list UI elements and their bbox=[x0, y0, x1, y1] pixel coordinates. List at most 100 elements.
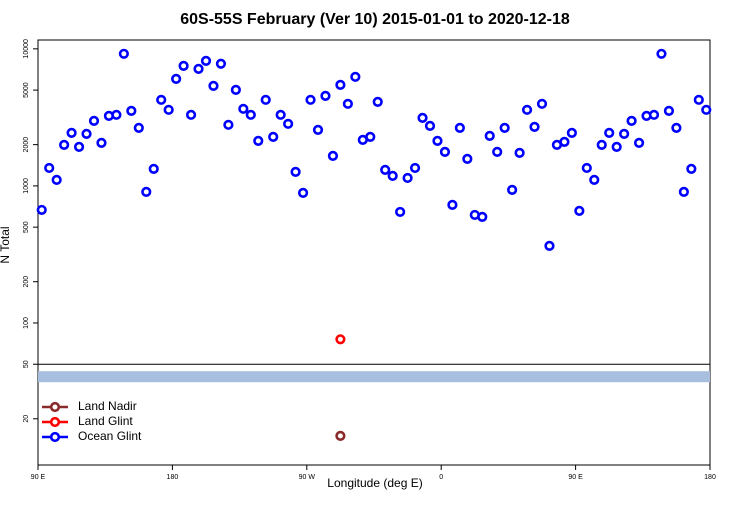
legend-label: Land Glint bbox=[78, 414, 133, 428]
data-point bbox=[701, 104, 712, 115]
x-tick-label: 180 bbox=[167, 474, 179, 481]
data-point bbox=[230, 84, 241, 95]
data-point bbox=[633, 137, 645, 148]
data-point bbox=[492, 146, 503, 157]
land-band bbox=[38, 371, 710, 383]
data-point bbox=[327, 150, 339, 161]
x-tick-label: 180 bbox=[704, 474, 716, 481]
data-point bbox=[275, 109, 286, 120]
data-point bbox=[44, 162, 55, 174]
data-point bbox=[283, 118, 294, 129]
x-tick-label: 90 E bbox=[31, 474, 46, 481]
y-tick-label: 50 bbox=[23, 360, 30, 368]
data-point bbox=[581, 162, 592, 174]
data-point bbox=[223, 119, 234, 130]
y-tick-label: 200 bbox=[23, 276, 30, 288]
data-point bbox=[81, 128, 92, 139]
y-tick-label: 5000 bbox=[23, 82, 30, 98]
data-point bbox=[559, 136, 570, 147]
data-point bbox=[604, 127, 615, 138]
y-tick-label: 2000 bbox=[23, 137, 30, 153]
data-point bbox=[253, 135, 264, 146]
data-point bbox=[439, 146, 451, 157]
data-point bbox=[462, 153, 473, 164]
data-point bbox=[678, 186, 689, 198]
legend-marker bbox=[49, 431, 61, 443]
data-point bbox=[133, 122, 144, 133]
data-point bbox=[163, 104, 174, 115]
data-point bbox=[36, 204, 47, 216]
data-point bbox=[88, 115, 100, 127]
data-point bbox=[342, 98, 353, 109]
data-point bbox=[372, 96, 383, 108]
y-axis-label: N Total bbox=[0, 226, 12, 263]
x-tick-label: 90 W bbox=[299, 474, 316, 481]
data-point bbox=[589, 174, 600, 186]
data-point bbox=[566, 127, 577, 138]
data-point bbox=[260, 94, 271, 105]
data-point bbox=[432, 135, 443, 146]
y-tick-label: 1000 bbox=[23, 178, 30, 194]
data-point bbox=[417, 112, 428, 123]
y-tick-label: 100 bbox=[23, 317, 30, 329]
data-point bbox=[312, 124, 324, 135]
data-point bbox=[536, 98, 548, 109]
y-tick-label: 500 bbox=[23, 221, 30, 233]
x-tick-label: 90 E bbox=[568, 474, 583, 481]
data-point bbox=[447, 199, 458, 210]
data-point bbox=[335, 430, 346, 442]
data-point bbox=[208, 80, 219, 91]
data-point bbox=[521, 104, 533, 115]
data-point bbox=[200, 55, 212, 66]
data-point bbox=[380, 164, 391, 175]
legend-marker bbox=[49, 401, 61, 413]
data-point bbox=[365, 131, 376, 142]
data-point bbox=[148, 163, 159, 174]
data-point bbox=[178, 60, 189, 71]
data-point bbox=[335, 79, 346, 90]
data-point bbox=[544, 240, 555, 251]
data-point bbox=[507, 184, 518, 196]
data-point bbox=[409, 162, 421, 174]
x-tick-label: 0 bbox=[439, 474, 443, 481]
data-point bbox=[671, 122, 682, 133]
plot-frame bbox=[37, 39, 711, 466]
data-point bbox=[402, 172, 413, 184]
data-point bbox=[693, 94, 704, 105]
y-tick-label: 20 bbox=[23, 415, 30, 423]
data-point bbox=[290, 166, 301, 178]
data-point bbox=[484, 130, 495, 141]
data-point bbox=[245, 109, 256, 120]
data-point bbox=[574, 205, 585, 217]
data-point bbox=[96, 137, 107, 148]
data-point bbox=[514, 147, 525, 158]
data-point bbox=[626, 115, 637, 127]
data-point bbox=[454, 122, 465, 133]
data-point bbox=[477, 211, 488, 223]
data-point bbox=[73, 141, 85, 152]
data-point bbox=[499, 122, 510, 133]
data-point bbox=[387, 170, 398, 181]
data-point bbox=[596, 139, 607, 151]
data-point bbox=[59, 139, 70, 151]
chart-title: 60S-55S February (Ver 10) 2015-01-01 to … bbox=[180, 11, 570, 28]
data-point bbox=[185, 109, 197, 120]
data-point bbox=[156, 94, 167, 105]
y-tick-label: 10000 bbox=[23, 39, 30, 59]
x-axis-label: Longitude (deg E) bbox=[327, 476, 422, 490]
data-point bbox=[611, 141, 622, 152]
data-point bbox=[111, 109, 122, 120]
data-point bbox=[619, 128, 630, 139]
data-point bbox=[350, 71, 361, 82]
data-point bbox=[656, 48, 667, 59]
data-point bbox=[51, 174, 62, 186]
data-point bbox=[320, 90, 331, 101]
data-point bbox=[529, 121, 540, 132]
data-point bbox=[424, 120, 436, 131]
data-point bbox=[238, 103, 249, 114]
data-point bbox=[335, 334, 346, 345]
data-point bbox=[648, 109, 660, 120]
legend-label: Land Nadir bbox=[78, 399, 137, 413]
data-point bbox=[126, 105, 137, 116]
